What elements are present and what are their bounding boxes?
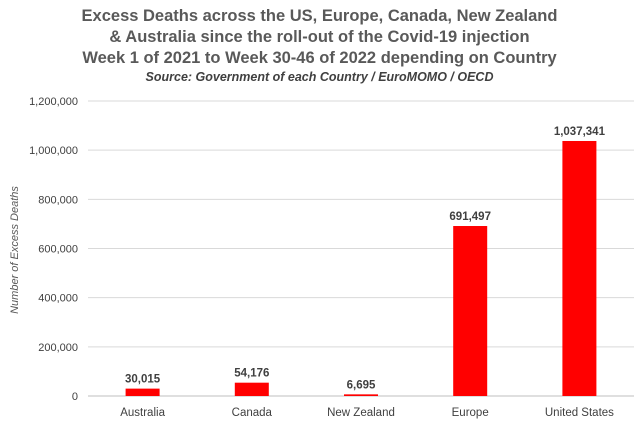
bar xyxy=(234,382,269,396)
y-tick-label: 0 xyxy=(72,391,78,403)
chart-subtitle: Source: Government of each Country / Eur… xyxy=(145,70,494,84)
chart-title-line-1: Excess Deaths across the US, Europe, Can… xyxy=(81,7,558,25)
data-label: 6,695 xyxy=(347,379,376,391)
category-label: New Zealand xyxy=(327,407,395,419)
gridlines xyxy=(88,100,634,397)
y-axis-label: Number of Excess Deaths xyxy=(9,186,21,314)
data-label: 54,176 xyxy=(234,368,269,380)
chart-title-line-3: Week 1 of 2021 to Week 30-46 of 2022 dep… xyxy=(82,49,557,67)
bars xyxy=(125,140,597,396)
y-tick-labels: 0 200,000 400,000 600,000 800,000 1,000,000 1,… xyxy=(29,96,78,403)
data-label: 691,497 xyxy=(449,211,491,223)
bar xyxy=(562,140,597,396)
category-label: United States xyxy=(545,407,614,419)
category-label: Europe xyxy=(452,407,489,419)
bar xyxy=(344,394,378,396)
data-label: 30,015 xyxy=(125,374,161,386)
bar xyxy=(125,388,160,396)
chart-title-line-2: & Australia since the roll-out of the Co… xyxy=(109,28,530,46)
y-tick-label: 800,000 xyxy=(38,194,78,206)
data-label: 1,037,341 xyxy=(554,126,606,138)
data-labels: 30,015 54,176 6,695 691,497 1,037,341 xyxy=(125,126,606,391)
category-labels: Australia Canada New Zealand Europe United S… xyxy=(120,407,614,419)
category-label: Canada xyxy=(232,407,273,419)
y-tick-label: 1,200,000 xyxy=(29,96,78,108)
category-label: Australia xyxy=(120,407,165,419)
y-tick-label: 200,000 xyxy=(38,342,78,354)
chart-title-block: Excess Deaths across the US, Europe, Can… xyxy=(0,6,639,85)
y-tick-label: 600,000 xyxy=(38,244,78,256)
y-tick-label: 1,000,000 xyxy=(29,145,78,157)
bar xyxy=(453,226,488,396)
y-tick-label: 400,000 xyxy=(38,293,78,305)
